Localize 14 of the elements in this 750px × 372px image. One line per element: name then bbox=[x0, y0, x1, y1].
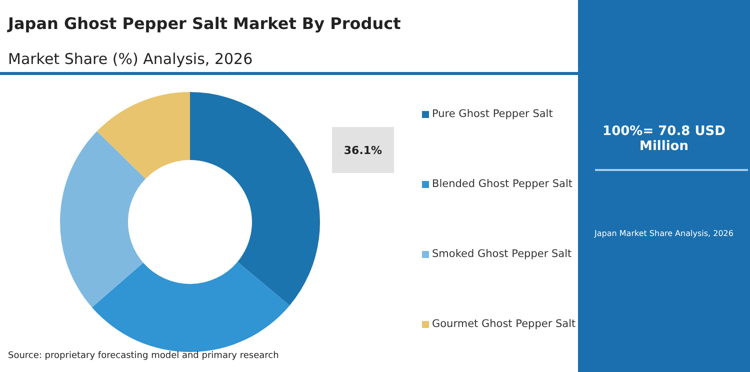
text: 100%= 70.8 USD Million bbox=[602, 124, 726, 154]
legend-label: Gourmet Ghost Pepper Salt bbox=[432, 318, 576, 330]
data-label: 36.1% bbox=[332, 127, 394, 173]
legend-label: Blended Ghost Pepper Salt bbox=[432, 178, 572, 190]
donut-slice bbox=[92, 262, 290, 352]
chart-subtitle: Market Share (%) Analysis, 2026 bbox=[8, 50, 253, 68]
source-note: Source: proprietary forecasting model and primary research bbox=[8, 351, 279, 361]
donut-slice bbox=[96, 92, 190, 179]
text: Japan Market Share Analysis, 2026 bbox=[593, 229, 734, 238]
legend-label: Pure Ghost Pepper Salt bbox=[432, 108, 553, 120]
donut-slice bbox=[190, 92, 320, 306]
donut-slice bbox=[60, 131, 146, 308]
legend-label: Smoked Ghost Pepper Salt bbox=[432, 248, 572, 260]
chart-title: Japan Ghost Pepper Salt Market By Product bbox=[8, 14, 401, 33]
